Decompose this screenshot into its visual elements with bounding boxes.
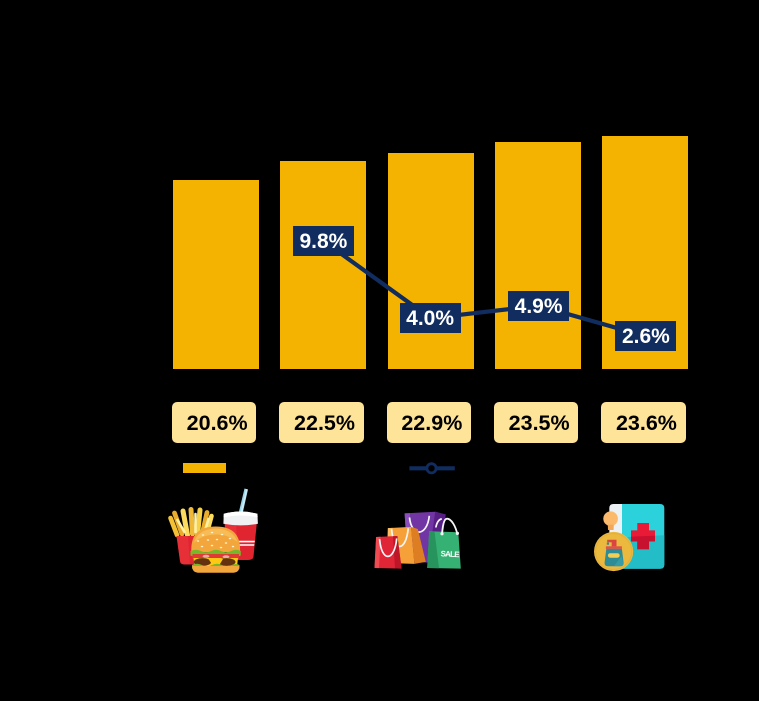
svg-text:SALE: SALE (440, 549, 460, 559)
